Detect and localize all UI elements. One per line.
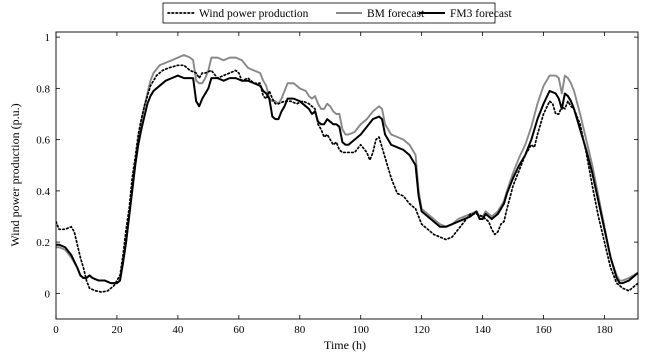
x-tick-label: 20 — [111, 324, 123, 336]
y-tick-label: 0.6 — [36, 135, 50, 147]
series-line-bm-forecast — [56, 54, 638, 285]
legend-box — [162, 2, 496, 24]
y-tick-label: 0.2 — [36, 237, 50, 249]
x-axis: 0 20 40 60 80 100 120 140 160 180 — [53, 32, 613, 336]
legend-label: FM3 forecast — [450, 8, 512, 20]
x-tick-label: 100 — [352, 324, 369, 336]
x-axis-title: Time (h) — [324, 338, 366, 352]
series-line-fm3-forecast — [56, 74, 638, 285]
x-tick-label: 40 — [172, 324, 184, 336]
legend: Wind power production BM forecast FM3 fore… — [162, 2, 512, 24]
x-tick-label: 80 — [294, 324, 306, 336]
x-tick-label: 140 — [474, 324, 491, 336]
plot-frame — [55, 31, 639, 320]
y-tick-label: 1 — [45, 32, 51, 44]
x-tick-label: 60 — [233, 324, 245, 336]
x-tick-label: 0 — [53, 324, 59, 336]
y-tick-label: 0 — [45, 288, 51, 300]
legend-label: BM forecast — [367, 8, 425, 20]
x-tick-label: 160 — [535, 324, 552, 336]
plot-area — [55, 31, 639, 320]
series-line-wind-power-production — [56, 64, 638, 293]
y-axis-title: Wind power production (p.u.) — [8, 103, 22, 246]
x-tick-label: 120 — [413, 324, 430, 336]
y-tick-label: 0.8 — [36, 83, 50, 95]
y-axis: 0 0.2 0.4 0.6 0.8 1 — [36, 32, 638, 300]
y-tick-label: 0.4 — [36, 186, 50, 198]
x-tick-label: 180 — [596, 324, 613, 336]
legend-label: Wind power production — [199, 8, 309, 20]
